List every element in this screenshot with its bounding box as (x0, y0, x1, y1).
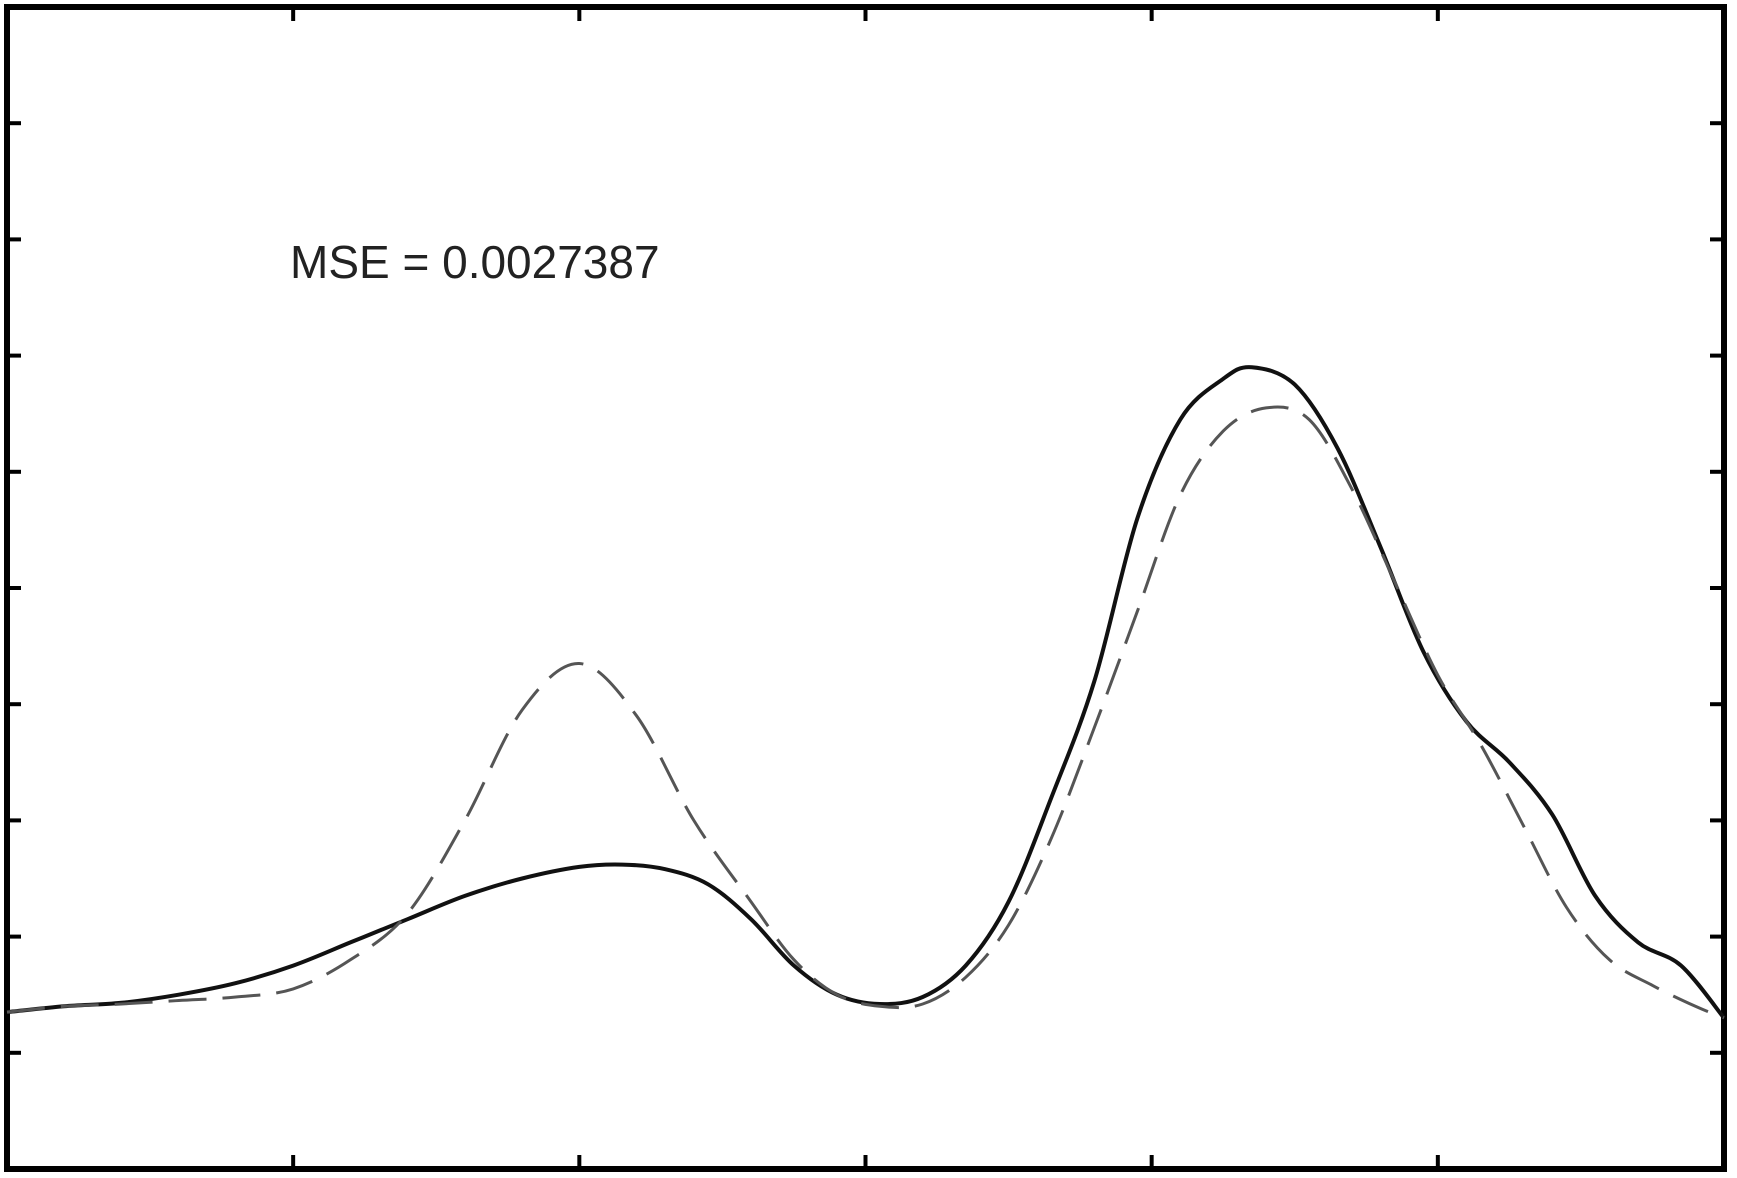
axis-ticks (7, 7, 1724, 1169)
series-lines (6, 365, 1726, 1020)
series-line-dashed (6, 405, 1725, 1020)
mse-annotation: MSE = 0.0027387 (290, 236, 660, 288)
plot-area (4, 4, 1727, 1172)
